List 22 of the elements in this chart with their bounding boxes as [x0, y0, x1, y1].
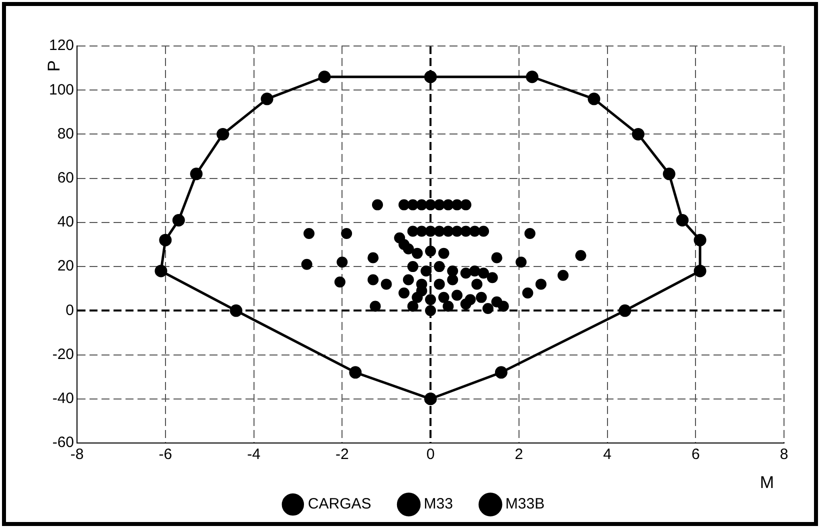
y-tick-label: 80: [57, 125, 74, 142]
y-tick-label: 120: [48, 37, 74, 54]
y-tick-label: 20: [57, 258, 74, 275]
x-tick-label: 0: [426, 446, 435, 464]
y-tick-label: -20: [52, 346, 74, 363]
x-tick-label: 6: [691, 446, 700, 464]
legend-label: CARGAS: [308, 496, 372, 513]
y-tick-label: -40: [52, 390, 74, 408]
x-axis-title: M: [760, 473, 774, 492]
y-tick-label: 100: [48, 81, 74, 98]
x-tick-label: 8: [780, 446, 788, 464]
y-tick-label: 0: [66, 302, 74, 319]
x-tick-label: 4: [603, 446, 612, 464]
x-tick-label: 2: [514, 446, 524, 464]
x-tick-label: -4: [247, 446, 260, 464]
legend-label: M33B: [505, 496, 545, 513]
x-tick-label: -6: [158, 446, 172, 464]
y-tick-label: 40: [57, 214, 74, 231]
y-axis-title: P: [44, 60, 64, 72]
y-tick-label: 60: [57, 169, 74, 186]
x-tick-label: -2: [335, 446, 349, 464]
legend-label: M33: [424, 496, 453, 513]
